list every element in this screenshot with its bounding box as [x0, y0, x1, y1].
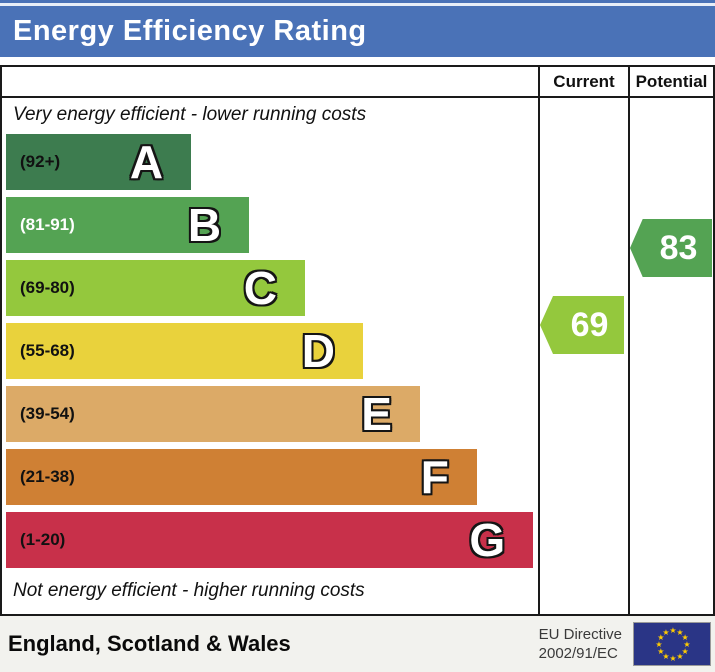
band-row: (1-20) G [6, 512, 538, 568]
band-range-label: (69-80) [20, 278, 75, 297]
scale-column-header [2, 67, 538, 98]
band-bar: (92+) A [6, 134, 192, 190]
top-note: Very energy efficient - lower running co… [13, 104, 367, 125]
band-range-label: (21-38) [20, 467, 75, 486]
eu-flag-icon: ★ ★ ★ ★ ★ ★ ★ ★ ★ ★ ★ ★ [633, 622, 711, 666]
bottom-note: Not energy efficient - higher running co… [13, 580, 365, 601]
rating-table: Current Potential Very energy efficient … [0, 65, 715, 616]
footer: England, Scotland & Wales EU Directive 2… [0, 616, 715, 672]
band-range-label: (81-91) [20, 215, 75, 234]
band-row: (55-68) D [6, 323, 538, 379]
band-bar: (39-54) E [6, 386, 420, 442]
top-rule-gap [0, 3, 715, 6]
title-bar: Energy Efficiency Rating [0, 6, 715, 57]
band-row: (39-54) E [6, 386, 538, 442]
band-letter: F [420, 451, 450, 503]
band-row: (21-38) F [6, 449, 538, 505]
page-title: Energy Efficiency Rating [13, 15, 367, 47]
band-row: (92+) A [6, 134, 538, 190]
current-arrow: 69 [540, 296, 624, 354]
band-bar: (69-80) C [6, 260, 305, 316]
eu-directive-line1: EU Directive [538, 626, 622, 643]
potential-column-header: Potential [628, 67, 713, 98]
region-label: England, Scotland & Wales [8, 631, 291, 656]
potential-column [628, 98, 713, 614]
current-column-header: Current [538, 67, 628, 98]
current-column [538, 98, 628, 614]
eu-directive-line2: 2002/91/EC [538, 645, 618, 662]
band-letter: E [360, 388, 393, 440]
band-row: (69-80) C [6, 260, 538, 316]
band-letter: C [243, 262, 278, 314]
band-bar: (1-20) G [6, 512, 534, 568]
band-range-label: (1-20) [20, 530, 66, 549]
band-range-label: (55-68) [20, 341, 75, 360]
band-bar: (21-38) F [6, 449, 477, 505]
eu-directive-label: EU Directive 2002/91/EC [539, 625, 622, 663]
band-row: (81-91) B [6, 197, 538, 253]
band-bar: (55-68) D [6, 323, 363, 379]
band-letter: D [301, 325, 336, 377]
energy-scale: Very energy efficient - lower running co… [2, 98, 538, 614]
band-list: (92+) A (81-91) B (69-80) C (55-68) D (3… [2, 134, 538, 568]
band-letter: G [468, 514, 506, 566]
band-range-label: (92+) [20, 152, 61, 171]
top-rule [0, 0, 715, 3]
current-rating-value: 69 [570, 305, 609, 344]
band-letter: B [187, 199, 222, 251]
potential-rating-value: 83 [659, 228, 698, 267]
band-bar: (81-91) B [6, 197, 250, 253]
band-range-label: (39-54) [20, 404, 75, 423]
band-letter: A [129, 136, 164, 188]
potential-arrow: 83 [630, 219, 712, 277]
